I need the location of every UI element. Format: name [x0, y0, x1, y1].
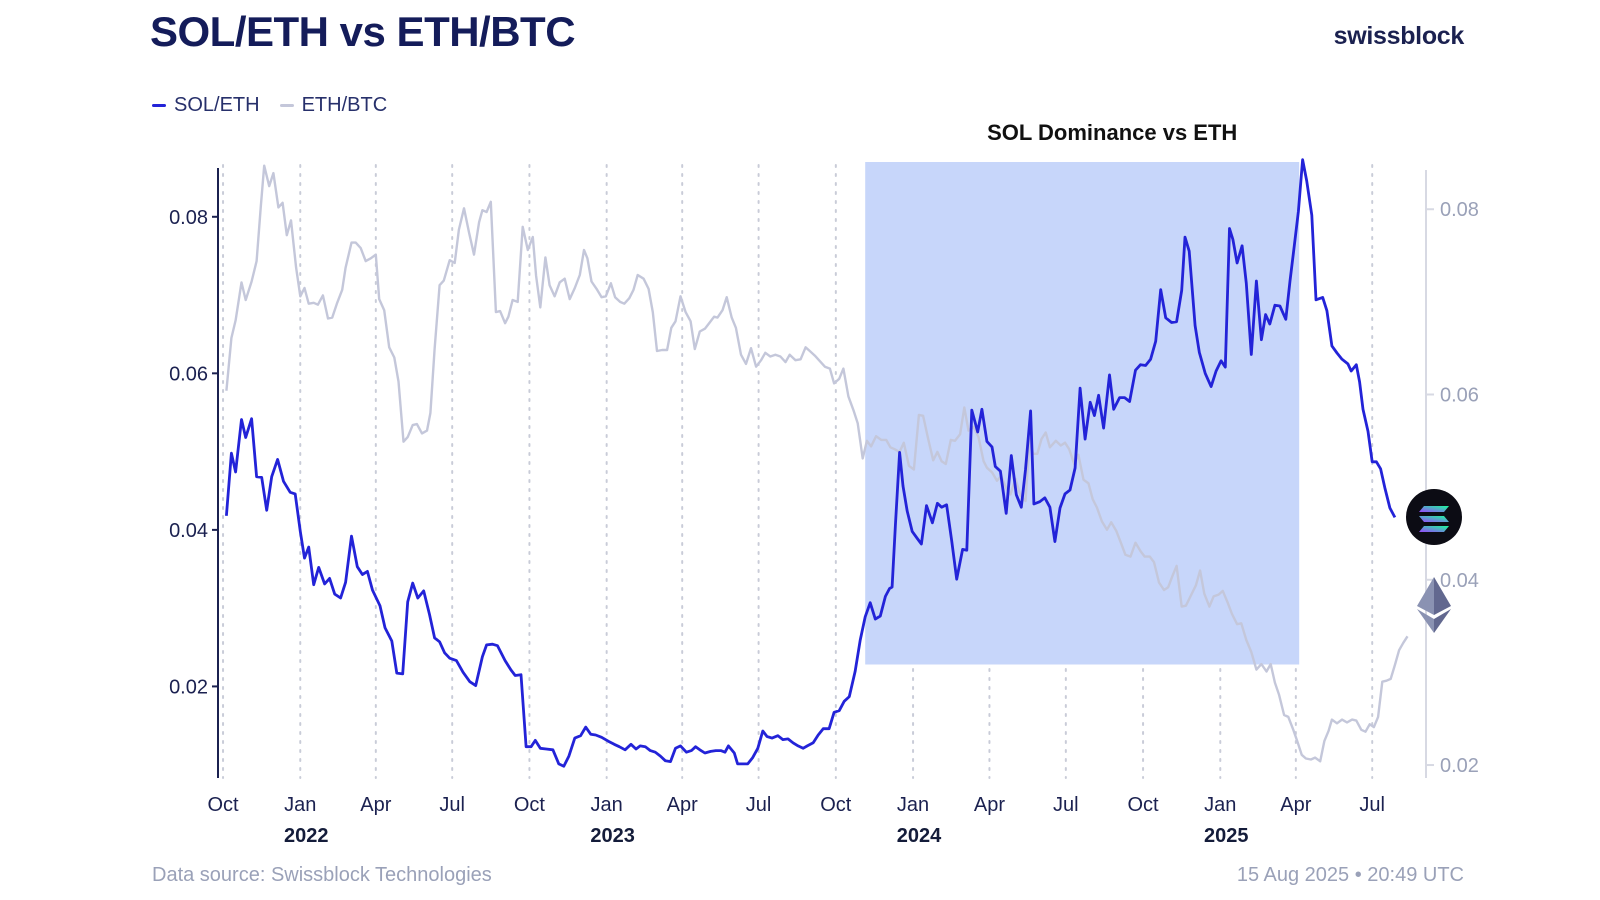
x-tick-label: Oct: [820, 794, 852, 816]
series-line-sol-eth: [225, 158, 1397, 768]
legend-swatch-sol-eth: [152, 104, 166, 107]
legend-label-eth-btc: ETH/BTC: [301, 94, 388, 116]
year-label: 2025: [1204, 825, 1249, 847]
year-label: 2023: [590, 825, 635, 847]
left-axis-tick-label: 0.02: [169, 676, 208, 698]
x-tick-label: Apr: [974, 794, 1005, 816]
x-tick-label: Jul: [746, 794, 772, 816]
legend-item-sol-eth[interactable]: SOL/ETH: [152, 94, 260, 117]
x-tick-label: Apr: [360, 794, 391, 816]
solana-logo-icon: [1406, 489, 1462, 545]
x-tick-label: Oct: [207, 794, 239, 816]
timestamp: 15 Aug 2025 • 20:49 UTC: [1236, 864, 1464, 886]
x-tick-label: Jul: [439, 794, 465, 816]
chart-title: SOL/ETH vs ETH/BTC: [150, 8, 576, 55]
series-line-eth-btc: [225, 164, 1409, 763]
x-tick-label: Jan: [284, 794, 316, 816]
x-tick-label: Apr: [667, 794, 698, 816]
right-axis-tick-label: 0.08: [1440, 199, 1479, 221]
brand-logo: swissblock: [1333, 22, 1465, 50]
legend-item-eth-btc[interactable]: ETH/BTC: [279, 94, 388, 117]
ethereum-logo-icon: [1417, 577, 1451, 633]
legend: SOL/ETH ETH/BTC: [152, 94, 387, 117]
x-tick-label: Jan: [897, 794, 929, 816]
legend-swatch-eth-btc: [279, 104, 294, 107]
highlight-annotation-label: SOL Dominance vs ETH: [987, 120, 1237, 145]
left-axis-tick-label: 0.06: [169, 363, 208, 385]
year-label: 2022: [284, 825, 329, 847]
legend-label-sol-eth: SOL/ETH: [174, 94, 260, 116]
x-tick-label: Oct: [1127, 794, 1159, 816]
x-tick-label: Jul: [1359, 794, 1385, 816]
x-tick-label: Jan: [591, 794, 623, 816]
x-tick-label: Oct: [514, 794, 546, 816]
x-tick-label: Apr: [1280, 794, 1311, 816]
year-label: 2024: [897, 825, 942, 847]
left-axis-tick-label: 0.04: [169, 520, 208, 542]
x-tick-label: Jul: [1053, 794, 1079, 816]
right-axis-tick-label: 0.04: [1440, 570, 1479, 592]
right-axis-tick-label: 0.06: [1440, 385, 1479, 407]
right-axis-tick-label: 0.02: [1440, 755, 1479, 777]
x-tick-label: Jan: [1204, 794, 1236, 816]
left-axis-tick-label: 0.08: [169, 207, 208, 229]
data-source-note: Data source: Swissblock Technologies: [152, 864, 492, 886]
